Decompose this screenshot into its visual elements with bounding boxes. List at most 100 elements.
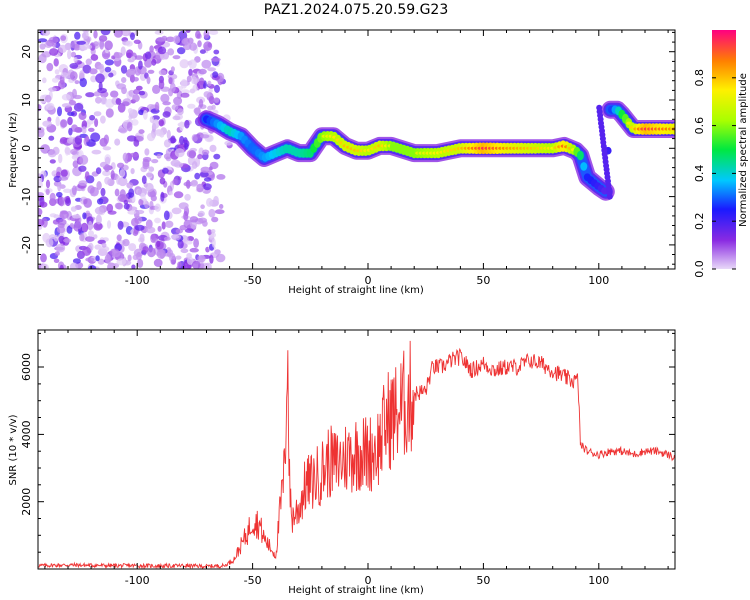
noise-speckle <box>60 169 68 177</box>
noise-speckle <box>53 214 60 219</box>
noise-speckle <box>172 35 181 44</box>
noise-speckle <box>157 46 167 55</box>
noise-speckle <box>45 94 52 103</box>
noise-speckle <box>94 118 99 128</box>
spectrogram-ridge <box>197 100 675 201</box>
noise-speckle <box>128 188 135 199</box>
noise-speckle <box>211 238 216 248</box>
y-tick-label: 0 <box>20 145 33 152</box>
noise-speckle <box>130 32 135 41</box>
noise-speckle <box>78 165 87 172</box>
noise-speckle <box>58 153 63 164</box>
x-tick-label: 50 <box>476 274 490 287</box>
noise-speckle <box>40 253 47 263</box>
noise-speckle <box>179 59 189 69</box>
noise-speckle <box>85 257 95 262</box>
noise-speckle <box>154 217 161 224</box>
y-tick-label: 2000 <box>20 488 33 516</box>
noise-speckle <box>133 139 140 147</box>
noise-speckle <box>161 221 166 230</box>
noise-speckle <box>100 115 106 124</box>
noise-speckle <box>177 261 182 269</box>
noise-speckle <box>173 191 184 199</box>
noise-speckle <box>135 209 145 215</box>
noise-speckle <box>186 75 192 83</box>
noise-speckle <box>91 149 102 155</box>
noise-speckle <box>192 84 198 92</box>
noise-speckle <box>79 233 85 242</box>
x-tick-label: 100 <box>588 274 609 287</box>
noise-speckle <box>200 166 211 173</box>
noise-speckle <box>160 191 165 202</box>
spectrogram-y-label: Frequency (Hz) <box>8 112 19 188</box>
noise-speckle <box>202 220 208 227</box>
noise-speckle <box>102 170 111 177</box>
noise-speckle <box>95 167 102 175</box>
noise-speckle <box>58 176 69 181</box>
ridge-cell <box>580 162 588 171</box>
spectrogram-x-label: Height of straight line (km) <box>288 285 424 296</box>
noise-speckle <box>195 30 201 39</box>
noise-speckle <box>170 234 180 239</box>
noise-speckle <box>154 203 161 212</box>
noise-speckle <box>212 71 219 78</box>
noise-speckle <box>88 230 94 237</box>
noise-speckle <box>142 246 149 253</box>
noise-speckle <box>45 102 55 111</box>
noise-speckle <box>45 179 51 189</box>
noise-speckle <box>207 80 212 87</box>
noise-speckle <box>184 193 191 201</box>
noise-speckle <box>48 87 57 92</box>
noise-speckle <box>146 133 156 142</box>
noise-speckle <box>172 115 181 121</box>
noise-speckle <box>125 40 133 47</box>
noise-speckle <box>74 80 80 85</box>
noise-speckle <box>202 183 212 191</box>
noise-speckle <box>156 248 166 259</box>
noise-speckle <box>65 197 71 207</box>
noise-speckle <box>187 103 196 109</box>
noise-speckle <box>146 76 151 85</box>
noise-speckle <box>177 240 184 249</box>
noise-speckle <box>211 216 219 223</box>
noise-speckle <box>60 119 68 128</box>
noise-speckle <box>191 76 198 85</box>
snr-frame <box>37 329 676 570</box>
noise-speckle <box>207 229 212 236</box>
noise-speckle <box>132 254 139 261</box>
noise-speckle <box>59 138 67 145</box>
noise-speckle <box>191 134 198 142</box>
noise-speckle <box>142 156 152 163</box>
x-tick-label: -50 <box>244 574 262 587</box>
noise-speckle <box>69 262 79 269</box>
noise-speckle <box>79 77 87 88</box>
noise-speckle <box>82 246 92 256</box>
noise-speckle <box>147 247 156 258</box>
noise-speckle <box>66 138 74 144</box>
noise-speckle <box>141 175 147 184</box>
noise-speckle <box>213 97 220 103</box>
noise-speckle <box>112 250 121 258</box>
noise-speckle <box>74 221 82 230</box>
noise-speckle <box>138 129 145 134</box>
noise-speckle <box>147 69 155 74</box>
noise-speckle <box>185 30 191 33</box>
noise-speckle <box>137 258 144 268</box>
noise-speckle <box>211 104 216 111</box>
noise-speckle <box>190 180 198 187</box>
noise-speckle <box>62 188 72 193</box>
noise-speckle <box>209 144 217 153</box>
noise-speckle <box>57 106 62 117</box>
noise-speckle <box>127 68 137 75</box>
noise-speckle <box>95 214 102 225</box>
noise-speckle <box>116 175 121 185</box>
noise-speckle <box>71 124 78 132</box>
noise-speckle <box>39 201 48 208</box>
noise-speckle <box>89 68 98 75</box>
noise-speckle <box>150 233 157 243</box>
noise-speckle <box>134 30 139 36</box>
noise-speckle <box>138 60 143 70</box>
noise-speckle <box>179 135 185 145</box>
noise-speckle <box>154 129 164 137</box>
